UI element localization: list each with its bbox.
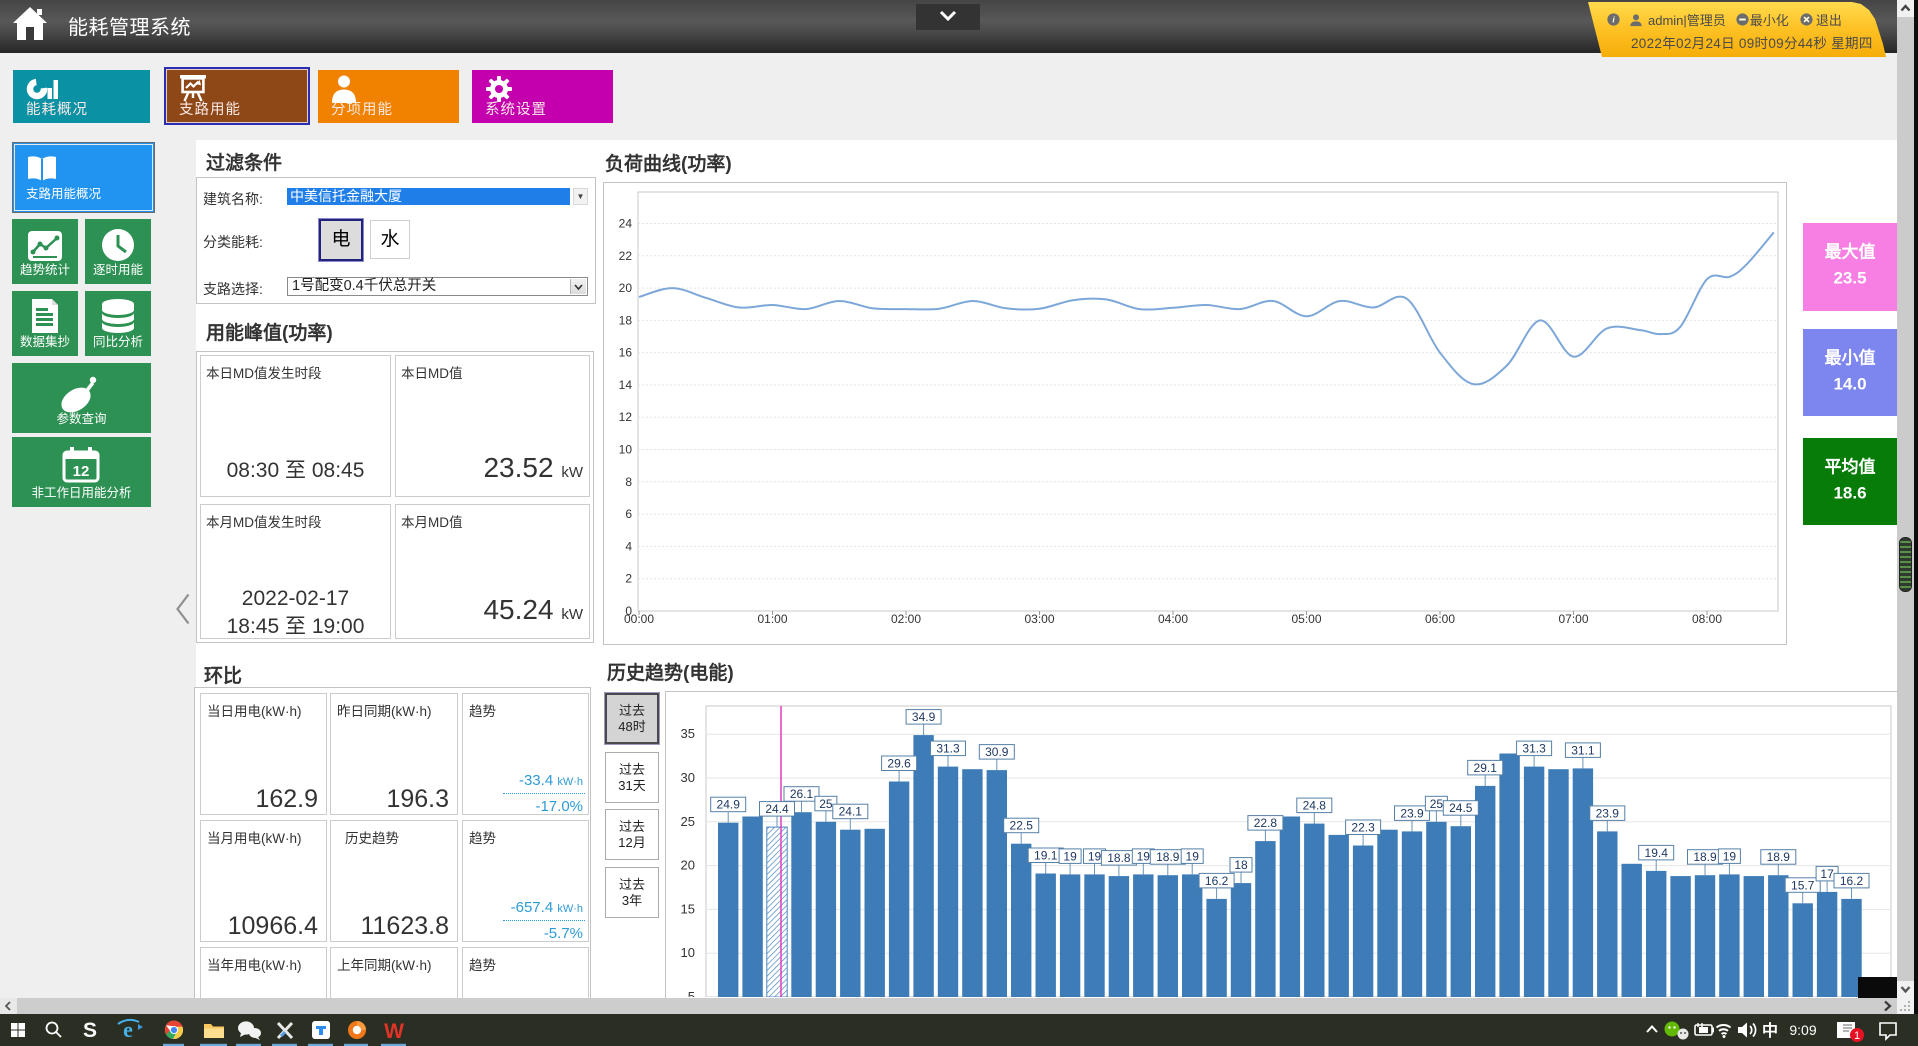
svg-text:19: 19 xyxy=(1723,849,1737,863)
svg-text:18.9: 18.9 xyxy=(1693,850,1717,864)
svg-text:25: 25 xyxy=(1430,797,1444,811)
svg-text:12: 12 xyxy=(619,410,633,424)
svg-text:W: W xyxy=(384,1020,404,1043)
svg-text:25: 25 xyxy=(819,797,833,811)
svg-text:24.5: 24.5 xyxy=(1449,801,1473,815)
svg-text:04:00: 04:00 xyxy=(1158,612,1188,626)
svg-text:31.3: 31.3 xyxy=(936,742,960,756)
svg-text:22.3: 22.3 xyxy=(1351,821,1375,835)
svg-text:16.2: 16.2 xyxy=(1840,874,1864,888)
svg-text:19: 19 xyxy=(1063,849,1077,863)
svg-text:6: 6 xyxy=(625,507,632,521)
svg-text:23.9: 23.9 xyxy=(1400,806,1424,820)
svg-text:34.9: 34.9 xyxy=(912,710,936,724)
svg-text:24.1: 24.1 xyxy=(839,805,863,819)
svg-text:5: 5 xyxy=(688,989,695,997)
svg-text:15.7: 15.7 xyxy=(1791,878,1815,892)
svg-text:18.9: 18.9 xyxy=(1767,850,1791,864)
svg-text:31.3: 31.3 xyxy=(1522,742,1546,756)
svg-text:16: 16 xyxy=(619,346,633,360)
svg-text:06:00: 06:00 xyxy=(1425,612,1455,626)
svg-text:10: 10 xyxy=(681,945,695,960)
svg-text:19: 19 xyxy=(1137,849,1151,863)
svg-text:00:00: 00:00 xyxy=(624,612,654,626)
svg-text:24.8: 24.8 xyxy=(1303,799,1327,813)
svg-text:22.5: 22.5 xyxy=(1010,819,1034,833)
svg-text:23.9: 23.9 xyxy=(1596,806,1620,820)
svg-text:8: 8 xyxy=(625,475,632,489)
svg-text:17: 17 xyxy=(1820,867,1834,881)
svg-text:30.9: 30.9 xyxy=(985,745,1009,759)
svg-text:i: i xyxy=(1612,15,1615,25)
svg-text:19: 19 xyxy=(1186,849,1200,863)
svg-text:15: 15 xyxy=(681,901,695,916)
svg-text:16.2: 16.2 xyxy=(1205,874,1229,888)
svg-text:中: 中 xyxy=(1762,1021,1778,1040)
svg-text:02:00: 02:00 xyxy=(891,612,921,626)
svg-text:24: 24 xyxy=(619,217,633,231)
svg-text:0: 0 xyxy=(625,604,632,618)
svg-text:03:00: 03:00 xyxy=(1024,612,1054,626)
svg-text:22.8: 22.8 xyxy=(1254,816,1278,830)
svg-text:30: 30 xyxy=(681,770,695,785)
svg-text:9:09: 9:09 xyxy=(1789,1022,1816,1038)
svg-text:12: 12 xyxy=(73,463,90,480)
svg-text:07:00: 07:00 xyxy=(1558,612,1588,626)
svg-text:18.9: 18.9 xyxy=(1156,850,1180,864)
svg-text:1: 1 xyxy=(1854,1030,1860,1042)
svg-text:e: e xyxy=(123,1017,133,1042)
svg-text:18.8: 18.8 xyxy=(1107,851,1131,865)
svg-text:29.6: 29.6 xyxy=(887,757,911,771)
svg-text:20: 20 xyxy=(619,281,633,295)
svg-text:4: 4 xyxy=(625,539,632,553)
svg-text:S: S xyxy=(83,1019,97,1042)
svg-text:24.4: 24.4 xyxy=(765,802,789,816)
svg-text:19.1: 19.1 xyxy=(1034,849,1058,863)
svg-text:05:00: 05:00 xyxy=(1291,612,1321,626)
svg-text:26.1: 26.1 xyxy=(790,787,814,801)
svg-text:31.1: 31.1 xyxy=(1571,743,1595,757)
svg-text:14: 14 xyxy=(619,378,633,392)
svg-text:20: 20 xyxy=(681,858,695,873)
svg-text:19.4: 19.4 xyxy=(1645,846,1669,860)
svg-text:35: 35 xyxy=(681,726,695,741)
svg-text:22: 22 xyxy=(619,249,633,263)
svg-text:18: 18 xyxy=(1234,858,1248,872)
svg-text:29.1: 29.1 xyxy=(1474,761,1498,775)
svg-text:18: 18 xyxy=(619,313,633,327)
svg-text:25: 25 xyxy=(681,814,695,829)
svg-text:2: 2 xyxy=(625,572,632,586)
svg-text:19: 19 xyxy=(1088,849,1102,863)
svg-text:24.9: 24.9 xyxy=(717,798,741,812)
svg-text:01:00: 01:00 xyxy=(757,612,787,626)
svg-text:10: 10 xyxy=(619,443,633,457)
svg-text:08:00: 08:00 xyxy=(1692,612,1722,626)
